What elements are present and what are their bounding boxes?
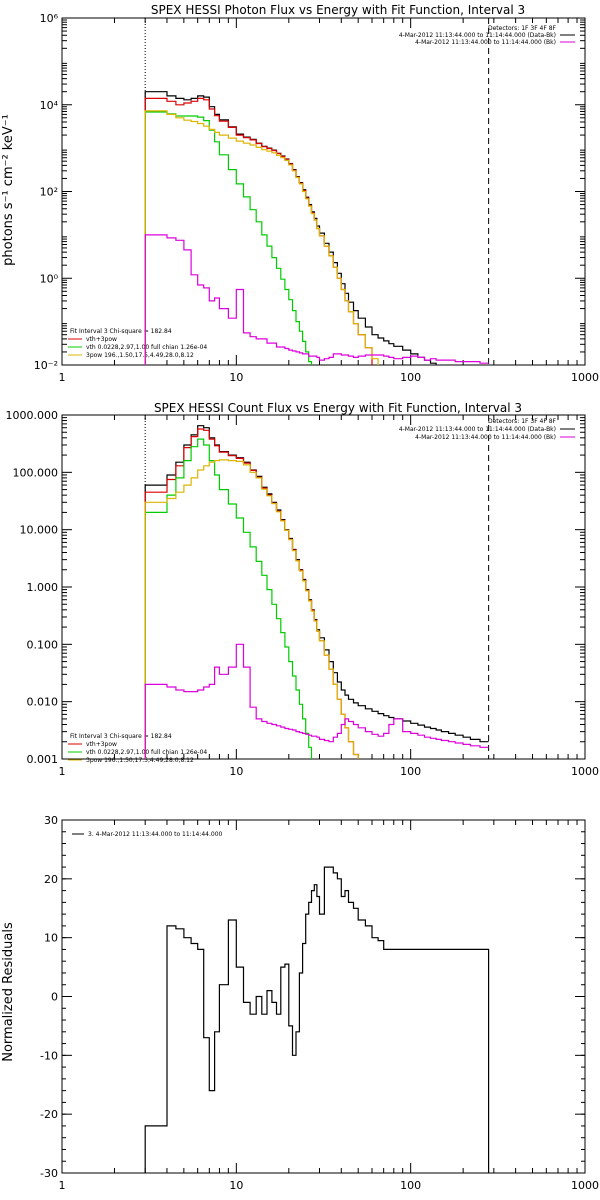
legend-residuals: 3. 4-Mar-2012 11:13:44.000 to 11:14:44.0… xyxy=(88,831,223,838)
y-tick-label: 10⁻² xyxy=(34,359,58,372)
legend-total: vth+3pow xyxy=(86,741,117,748)
y-tick-label: 0.010 xyxy=(27,696,59,709)
series-vth xyxy=(144,111,313,365)
y-axis-label: Normalized Residuals xyxy=(1,922,16,1062)
y-tick-label: 1.000 xyxy=(27,581,59,594)
legend-bk: 4-Mar-2012 11:13:44.000 to 11:14:44.000 … xyxy=(415,434,556,441)
x-tick-label: 10 xyxy=(229,371,243,384)
y-tick-label: 30 xyxy=(44,814,58,827)
legend-total: vth+3pow xyxy=(86,336,117,343)
y-tick-label: 0 xyxy=(51,991,58,1004)
legend-bottom-left: Fit Interval 3 Chi-square = 182.84 vth+3… xyxy=(68,733,207,764)
legend-pow: 3pow 196.,1.50,17.5,4.49,28.0,8.12 xyxy=(86,757,194,764)
y-tick-label: 1000.000 xyxy=(6,409,59,422)
legend-pow: 3pow 196.,1.50,17.5,4.49,28.0,8.12 xyxy=(86,352,194,359)
y-tick-label: 20 xyxy=(44,873,58,886)
series-vth xyxy=(144,438,313,759)
y-tick-label: 10⁰ xyxy=(40,272,59,285)
legend-thermal: vth 0.0228,2.97,1.00 full chian 1.26e-04 xyxy=(86,344,207,351)
y-axis-label: photons s⁻¹ cm⁻² keV⁻¹ xyxy=(1,114,16,266)
y-tick-label: 0.001 xyxy=(27,753,59,766)
legend-detectors: Detectors: 1F 3F 4F 8F xyxy=(488,25,557,32)
legend-top-right: Detectors: 1F 3F 4F 8F 4-Mar-2012 11:13:… xyxy=(399,418,575,441)
legend-bottom-left: Fit Interval 3 Chi-square = 182.84 vth+3… xyxy=(68,328,207,359)
x-tick-label: 1 xyxy=(59,765,66,778)
x-tick-label: 1 xyxy=(59,1179,66,1192)
series-3pow xyxy=(144,110,379,365)
plot-frame xyxy=(61,819,586,1174)
plot-frame xyxy=(61,414,586,760)
x-tick-label: 1000 xyxy=(571,371,599,384)
residuals-chart: Normalized Residuals 3. 4-Mar-2012 11:13… xyxy=(1,814,599,1192)
x-tick-label: 1000 xyxy=(571,765,599,778)
legend-top-right: Detectors: 1F 3F 4F 8F 4-Mar-2012 11:13:… xyxy=(399,25,575,46)
legend-fit-interval: Fit Interval 3 Chi-square = 182.84 xyxy=(70,733,172,740)
series-vth-3pow xyxy=(144,97,373,365)
series-3-4-mar-2012-11-13-44-000-to-11-14-44-000 xyxy=(144,866,490,1173)
x-tick-label: 10 xyxy=(229,1179,243,1192)
x-tick-label: 100 xyxy=(400,765,421,778)
x-tick-label: 100 xyxy=(400,371,421,384)
legend-thermal: vth 0.0228,2.97,1.00 full chian 1.26e-04 xyxy=(86,749,207,756)
series-data-bk xyxy=(144,91,437,365)
legend-fit-interval: Fit Interval 3 Chi-square = 182.84 xyxy=(70,328,172,335)
series-3pow xyxy=(144,459,359,759)
x-tick-label: 1000 xyxy=(571,1179,599,1192)
legend-data-bk: 4-Mar-2012 11:13:44.000 to 11:14:44.000 … xyxy=(399,32,556,39)
photon-flux-chart: SPEX HESSI Photon Flux vs Energy with Fi… xyxy=(1,3,599,384)
y-tick-label: -20 xyxy=(40,1108,58,1121)
chart-title: SPEX HESSI Count Flux vs Energy with Fit… xyxy=(154,401,522,415)
y-tick-label: 0.100 xyxy=(27,638,59,651)
y-tick-label: -30 xyxy=(40,1167,58,1180)
x-tick-label: 100 xyxy=(400,1179,421,1192)
x-tick-label: 1 xyxy=(59,371,66,384)
y-tick-label: 10⁴ xyxy=(40,99,59,112)
count-flux-chart: SPEX HESSI Count Flux vs Energy with Fit… xyxy=(6,401,600,778)
y-tick-label: 10² xyxy=(40,186,58,199)
legend-data-bk: 4-Mar-2012 11:13:44.000 to 11:14:44.000 … xyxy=(399,426,556,433)
chart-title: SPEX HESSI Photon Flux vs Energy with Fi… xyxy=(151,3,525,17)
y-tick-label: 100.000 xyxy=(13,466,59,479)
series-bk xyxy=(144,234,489,365)
y-tick-label: -10 xyxy=(40,1049,58,1062)
y-tick-label: 10⁶ xyxy=(40,12,59,25)
series-vth-3pow xyxy=(144,428,359,759)
plot-frame xyxy=(61,17,586,366)
legend-bk: 4-Mar-2012 11:13:44.000 to 11:14:44.000 … xyxy=(415,39,556,46)
series-bk xyxy=(144,643,489,759)
legend-top-left: 3. 4-Mar-2012 11:13:44.000 to 11:14:44.0… xyxy=(72,831,223,838)
y-tick-label: 10 xyxy=(44,932,58,945)
legend-detectors: Detectors: 1F 3F 4F 8F xyxy=(488,418,557,425)
y-tick-label: 10.000 xyxy=(20,524,59,537)
x-tick-label: 10 xyxy=(229,765,243,778)
